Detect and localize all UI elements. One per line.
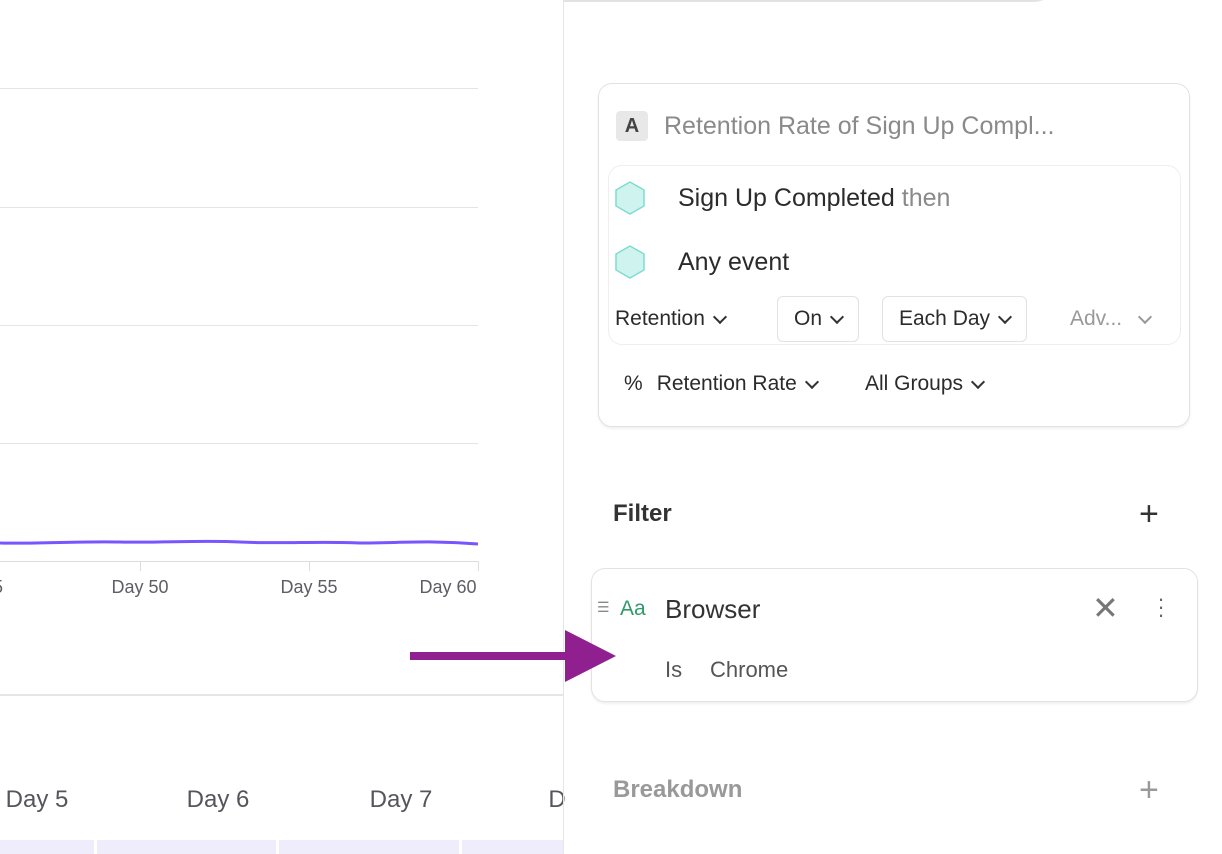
retention-dropdown[interactable]: Retention — [615, 296, 727, 342]
chevron-down-icon — [829, 309, 845, 324]
measure-dropdown[interactable]: % Retention Rate — [624, 372, 819, 396]
retention-label: Retention — [615, 307, 705, 330]
x-tick-label: Day 50 — [111, 577, 169, 597]
event-1-label: Sign Up Completed — [678, 184, 895, 212]
event-group: Sign Up Completed then Any event Retenti… — [608, 165, 1181, 345]
metric-card[interactable]: A Retention Rate of Sign Up Compl... Sig… — [598, 83, 1190, 427]
query-panel: A Retention Rate of Sign Up Compl... Sig… — [563, 0, 1222, 854]
gridline — [0, 443, 478, 444]
metric-title[interactable]: Retention Rate of Sign Up Compl... — [664, 112, 1055, 140]
rate-label: Retention Rate — [656, 372, 797, 395]
x-axis — [0, 561, 478, 562]
table-header-day: Day 7 — [369, 786, 433, 813]
table-header-day: Day 5 — [5, 786, 69, 813]
table-header-day: Day 6 — [186, 786, 250, 813]
table-cell — [0, 840, 94, 854]
chevron-down-icon — [997, 309, 1013, 324]
add-filter-icon[interactable]: + — [1139, 495, 1159, 533]
divider — [0, 694, 563, 696]
groups-dropdown[interactable]: All Groups — [865, 372, 986, 396]
table-header-day: D — [548, 786, 566, 813]
percent-icon: % — [624, 372, 643, 395]
x-tick — [309, 561, 310, 571]
x-tick — [140, 561, 141, 571]
gridline — [0, 88, 478, 89]
event-hexagon-icon — [615, 245, 645, 279]
chevron-down-icon — [804, 374, 819, 389]
advanced-label: Adv... — [1070, 307, 1123, 330]
table-cell — [97, 840, 276, 854]
string-type-icon: Aa — [620, 597, 646, 620]
groups-label: All Groups — [865, 372, 964, 395]
remove-filter-icon[interactable]: ✕ — [1092, 590, 1119, 626]
gridline — [0, 207, 478, 208]
x-tick-label: 5 — [0, 577, 3, 598]
on-label: On — [794, 307, 823, 330]
then-label: then — [901, 184, 951, 212]
advanced-dropdown[interactable]: Adv... — [1070, 296, 1153, 342]
filter-property[interactable]: Browser — [665, 594, 761, 624]
event-2[interactable]: Any event — [678, 248, 790, 276]
each-day-dropdown[interactable]: Each Day — [882, 296, 1028, 342]
top-edge — [564, 0, 1056, 2]
event-1[interactable]: Sign Up Completed then — [678, 184, 950, 213]
each-day-label: Each Day — [899, 307, 991, 330]
chevron-down-icon — [1138, 309, 1153, 324]
on-dropdown[interactable]: On — [777, 296, 860, 342]
filter-value[interactable]: Chrome — [710, 657, 789, 682]
retention-line-svg — [0, 539, 479, 546]
drag-handle-icon[interactable]: ☰ — [597, 599, 610, 615]
more-options-icon[interactable]: · · · — [1157, 586, 1165, 627]
metric-letter-badge: A — [616, 111, 648, 141]
chevron-down-icon — [712, 309, 727, 324]
add-breakdown-icon[interactable]: + — [1139, 771, 1159, 809]
table-cell — [462, 840, 563, 854]
x-tick-label: Day 55 — [280, 577, 338, 597]
filter-heading: Filter — [613, 500, 672, 527]
x-tick-label: Day 60 — [419, 577, 477, 597]
event-hexagon-icon — [615, 181, 645, 215]
filter-operator[interactable]: Is — [665, 657, 683, 682]
filter-card[interactable]: ☰ Aa Browser ✕ · · · Is Chrome — [591, 568, 1198, 702]
breakdown-heading: Breakdown — [613, 776, 743, 803]
retention-line — [0, 539, 479, 546]
table-cell — [279, 840, 459, 854]
x-tick — [478, 561, 479, 571]
annotation-arrow-icon — [410, 630, 616, 682]
gridline — [0, 325, 478, 326]
chevron-down-icon — [970, 374, 986, 389]
